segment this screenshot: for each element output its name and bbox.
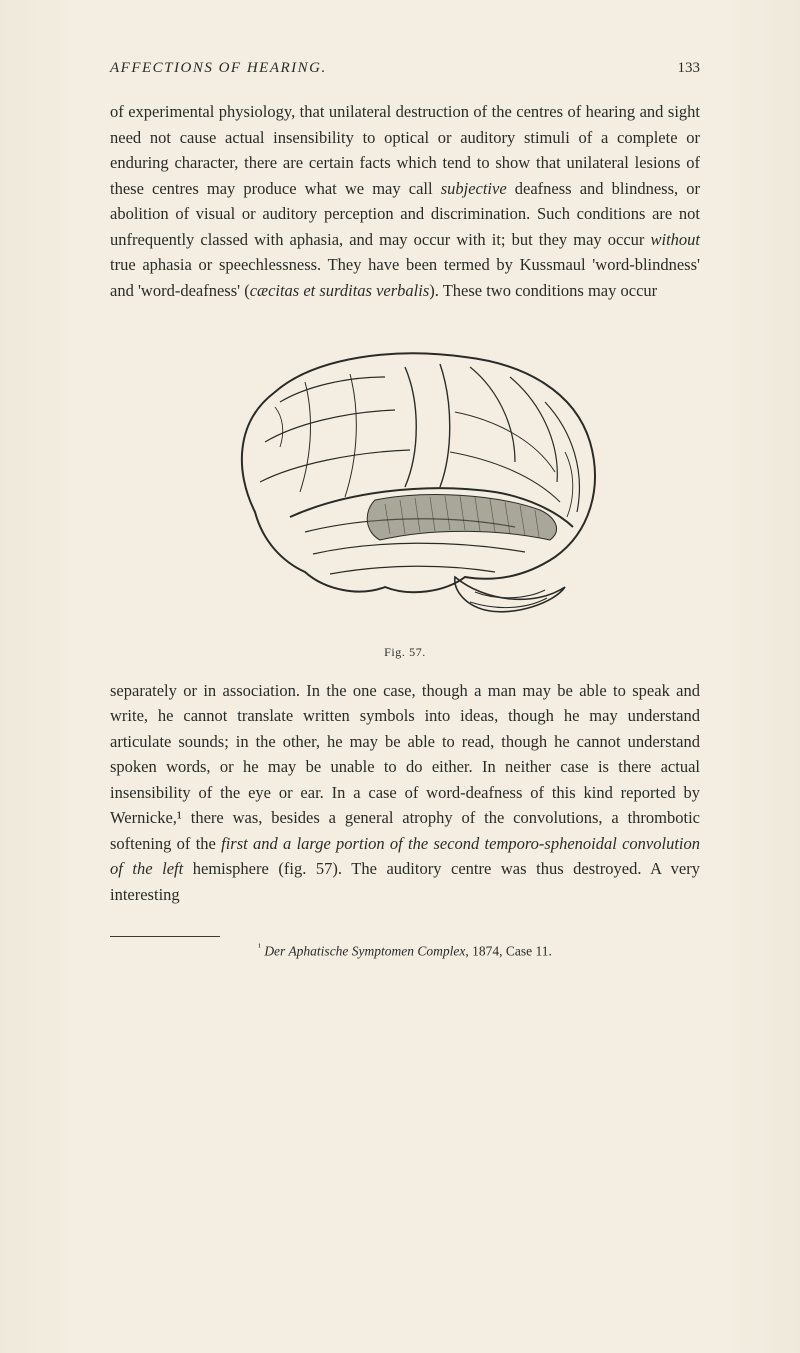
running-title: AFFECTIONS OF HEARING.: [110, 60, 327, 77]
figure-caption: Fig. 57.: [110, 645, 700, 660]
footnote: ¹ Der Aphatische Symptomen Complex, 1874…: [110, 943, 700, 960]
footnote-rule: [110, 936, 220, 937]
page-number: 133: [678, 60, 701, 77]
page-container: AFFECTIONS OF HEARING. 133 of experiment…: [0, 0, 800, 1353]
running-head: AFFECTIONS OF HEARING. 133: [110, 60, 700, 77]
footnote-marker: ¹: [258, 943, 261, 953]
brain-illustration: [195, 332, 615, 632]
body-paragraph-2: separately or in association. In the one…: [110, 678, 700, 908]
figure-57: Fig. 57.: [110, 332, 700, 660]
footnote-text: Der Aphatische Symptomen Complex, 1874, …: [264, 943, 552, 958]
body-paragraph-1: of experimental physiology, that unilate…: [110, 99, 700, 304]
